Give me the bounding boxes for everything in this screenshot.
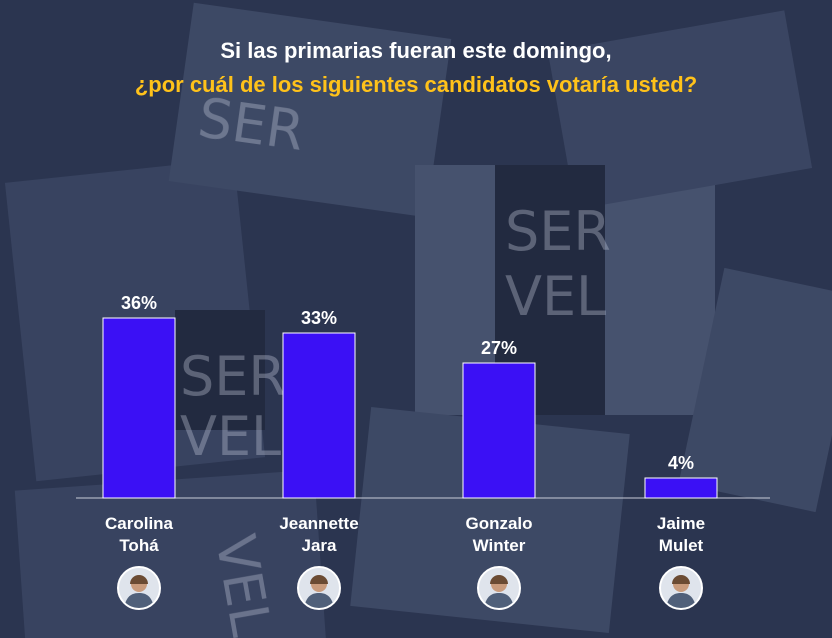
watermark-text: SER (194, 86, 308, 163)
bar (462, 362, 536, 499)
person-photo-icon (297, 566, 341, 610)
data-label: 4% (668, 453, 694, 473)
chart-subtitle: ¿por cuál de los siguientes candidatos v… (134, 72, 698, 97)
category-label: Carolina Tohá (104, 514, 174, 555)
category-label: Gonzalo Winter (465, 514, 533, 555)
category-label: Jaime Mulet (656, 514, 706, 555)
bar (644, 477, 718, 499)
person-photo-icon (117, 566, 161, 610)
data-label: 27% (481, 338, 517, 358)
data-label: 33% (301, 308, 337, 328)
person-photo-icon (477, 566, 521, 610)
bar (282, 332, 356, 499)
watermark-text: SER (505, 200, 611, 263)
watermark-text: VEL (505, 265, 606, 328)
category-label: Jeannette Jara (279, 514, 359, 555)
watermark-text: VEL (180, 405, 281, 468)
bar (102, 317, 176, 499)
data-label: 36% (121, 293, 157, 313)
person-photo-icon (659, 566, 703, 610)
chart-title: Si las primarias fueran este domingo, (220, 38, 612, 63)
watermark-text: SER (180, 345, 286, 408)
